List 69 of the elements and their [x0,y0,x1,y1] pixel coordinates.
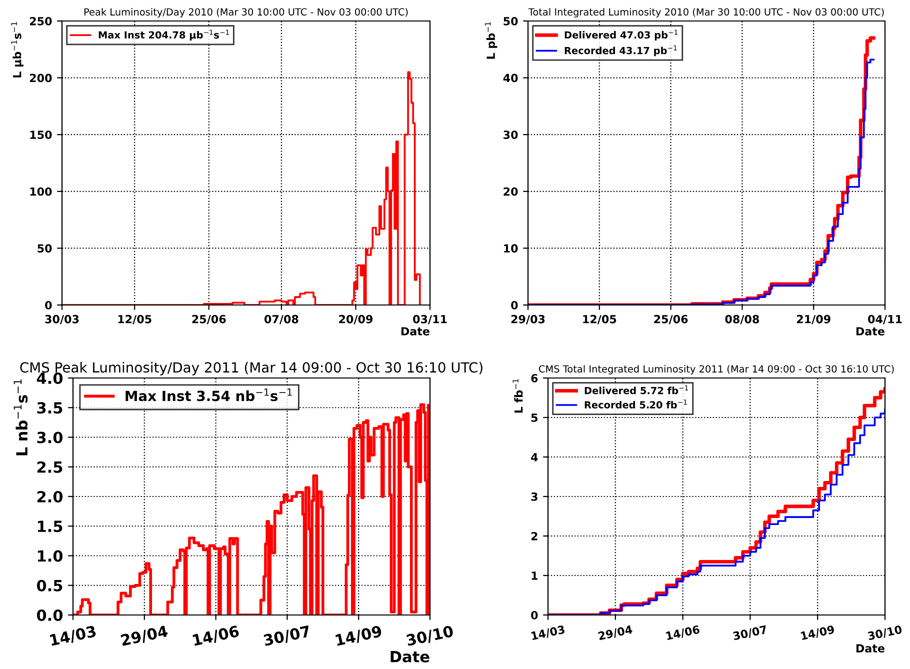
x-axis-title: Date [856,644,884,653]
y-tick-label: 20 [504,187,518,196]
x-tick-label: 30/10 [406,625,454,648]
legend-label: Max Inst 204.78 μb$^{−1}$s$^{−1}$ [98,30,229,40]
y-tick-label: 2 [531,532,538,540]
legend-label: Recorded 43.17 pb$^{−1}$ [564,45,677,56]
y-tick-label: 3 [531,492,538,501]
y-tick-label: 40 [503,74,518,82]
legend-label: Delivered 47.03 pb$^{−1}$ [564,30,678,40]
x-tick-label: 07/08 [264,314,298,324]
x-tick-label: 14/09 [800,625,835,641]
y-tick-label: 200 [30,74,52,82]
y-axis-title: L μb$^{−1}$s$^{−1}$ [11,22,24,78]
x-tick-label: 14/03 [50,625,97,648]
x-tick-label: 25/06 [192,314,226,324]
chart-title: Total Integrated Luminosity 2010 (Mar 30 10:00 UTC - Nov 03 00:00 UTC) [528,8,884,18]
y-tick-label: 50 [38,244,52,253]
x-tick-label: 30/03 [45,314,79,324]
y-axis-title: L pb$^{−1}$ [484,22,498,59]
x-tick-label: 14/09 [335,625,382,648]
x-axis-title: Date [401,327,430,336]
x-tick-label: 29/03 [511,314,545,324]
y-tick-label: 1.5 [38,520,62,532]
x-tick-label: 30/07 [732,625,768,642]
y-tick-label: 10 [504,244,518,253]
x-tick-label: 14/06 [666,625,700,641]
y-tick-label: 1.0 [38,550,63,562]
x-tick-label: 21/09 [796,314,830,324]
x-tick-label: 30/07 [263,625,311,648]
y-tick-label: 0 [531,610,538,620]
y-tick-label: 150 [30,130,52,139]
x-tick-label: 03/11 [413,314,447,324]
y-tick-label: 0 [511,300,518,310]
x-tick-label: 30/10 [868,625,902,642]
x-tick-label: 20/09 [339,314,373,324]
x-tick-label: 29/04 [120,625,168,648]
legend-label: Delivered 5.72 fb$^{−1}$ [584,385,688,394]
x-tick-label: 14/03 [531,625,566,641]
y-tick-label: 100 [30,187,52,196]
x-tick-label: 14/06 [192,625,240,648]
y-axis-title: L nb$^{−1}$s$^{−1}$ [14,379,28,456]
y-tick-label: 4.0 [36,372,63,384]
y-tick-label: 6 [531,374,538,382]
y-tick-label: 0.5 [36,580,62,592]
y-tick-label: 1 [532,572,538,580]
y-axis-title: L fb$^{−1}$ [512,379,523,413]
y-tick-label: 0 [45,300,52,310]
chart-title: CMS Total Integrated Luminosity 2011 (Mar 14 09:00 - Oct 30 16:10 UTC) [538,365,894,374]
y-tick-label: 4 [531,453,538,462]
y-tick-label: 0.0 [36,609,63,622]
y-tick-label: 250 [30,16,52,26]
x-tick-label: 08/08 [725,314,759,324]
x-tick-label: 12/05 [118,314,152,324]
y-tick-label: 50 [504,16,518,26]
x-axis-title: Date [390,651,430,662]
x-tick-label: 12/05 [583,314,616,324]
x-axis-title: Date [856,327,884,336]
x-tick-label: 25/06 [654,314,688,324]
y-tick-label: 5 [531,414,538,422]
legend-label: Max Inst 3.54 nb$^{−1}$s$^{−1}$ [126,388,292,402]
y-tick-label: 30 [504,130,518,139]
y-tick-label: 2.0 [37,490,63,503]
legend-label: Recorded 5.20 fb$^{−1}$ [584,400,687,408]
x-tick-label: 04/11 [868,314,902,324]
x-tick-label: 29/04 [598,625,633,642]
y-tick-label: 3.5 [37,402,62,414]
y-tick-label: 3.0 [37,432,63,444]
chart-title: Peak Luminosity/Day 2010 (Mar 30 10:00 UTC - Nov 03 00:00 UTC) [84,8,408,18]
y-tick-label: 2.5 [37,461,62,473]
